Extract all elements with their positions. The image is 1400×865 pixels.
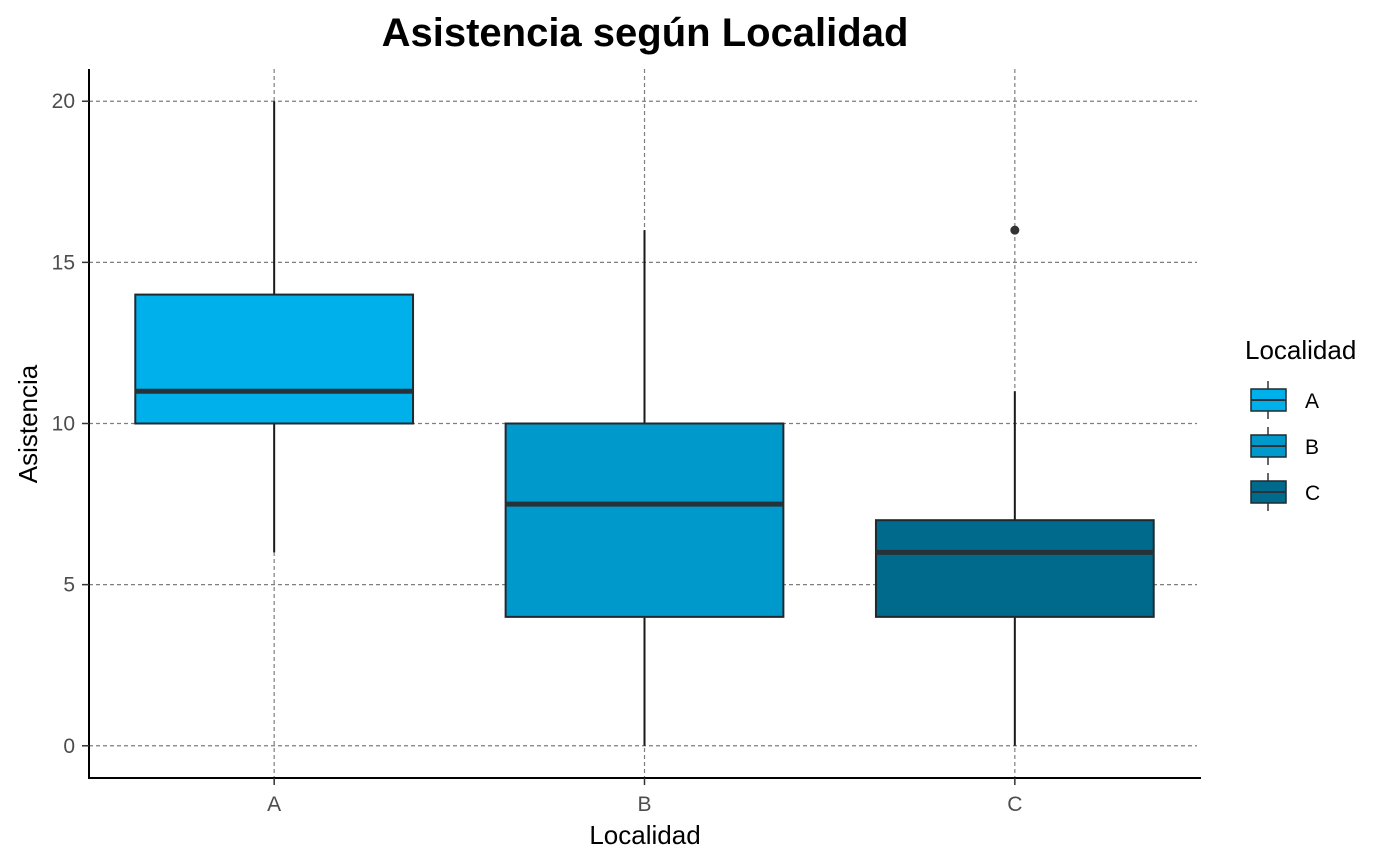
x-tick-label: B	[637, 793, 651, 816]
legend-item: C	[1250, 473, 1320, 511]
box-layer	[134, 101, 1155, 746]
box-iqr	[134, 293, 415, 425]
legend-label: C	[1305, 482, 1320, 505]
box-C	[874, 225, 1155, 746]
y-axis-title: Asistencia	[13, 364, 43, 483]
box-A	[134, 101, 415, 553]
legend-item: A	[1250, 381, 1319, 419]
y-tick-label: 15	[52, 251, 75, 274]
y-tick-label: 20	[52, 90, 75, 113]
x-tick-label: C	[1007, 793, 1022, 816]
legend: Localidad ABC	[1245, 335, 1356, 511]
y-tick-label: 5	[63, 574, 75, 597]
legend-label: A	[1305, 390, 1319, 413]
x-tick-label: A	[267, 793, 281, 816]
y-tick-labels: 0 5 10 15 20	[52, 90, 89, 758]
box-iqr	[504, 422, 785, 618]
x-axis-title: Localidad	[589, 820, 700, 850]
outlier-point	[1010, 225, 1020, 235]
y-tick-label: 0	[63, 735, 75, 758]
box-B	[504, 230, 785, 746]
legend-label: B	[1305, 436, 1319, 459]
box-iqr	[874, 519, 1155, 618]
legend-title: Localidad	[1245, 335, 1356, 365]
x-tick-labels: A B C	[267, 778, 1022, 816]
y-tick-label: 10	[52, 413, 75, 436]
chart-title: Asistencia según Localidad	[382, 11, 909, 55]
legend-item: B	[1250, 427, 1319, 465]
